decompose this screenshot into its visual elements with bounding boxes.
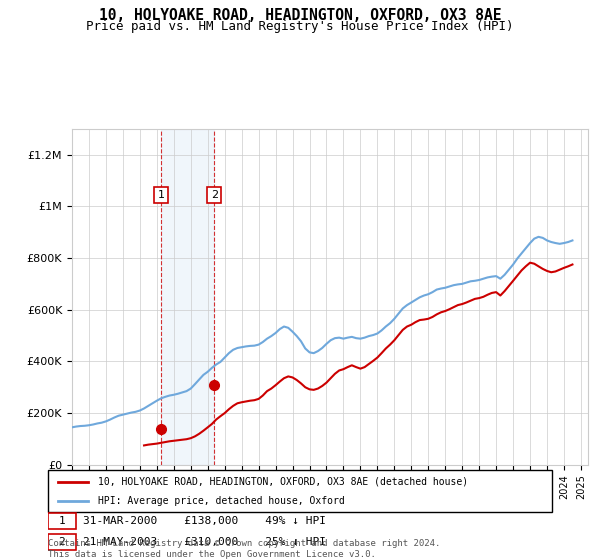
Text: 31-MAR-2000    £138,000    49% ↓ HPI: 31-MAR-2000 £138,000 49% ↓ HPI (83, 516, 326, 526)
Text: 2: 2 (58, 538, 65, 548)
Text: 21-MAY-2003    £310,000    25% ↓ HPI: 21-MAY-2003 £310,000 25% ↓ HPI (83, 538, 326, 548)
Text: 2: 2 (211, 190, 218, 200)
FancyBboxPatch shape (48, 470, 552, 512)
Text: 10, HOLYOAKE ROAD, HEADINGTON, OXFORD, OX3 8AE: 10, HOLYOAKE ROAD, HEADINGTON, OXFORD, O… (99, 8, 501, 24)
Text: HPI: Average price, detached house, Oxford: HPI: Average price, detached house, Oxfo… (98, 496, 345, 506)
Text: 1: 1 (157, 190, 164, 200)
FancyBboxPatch shape (48, 534, 76, 550)
Bar (161, 129, 214, 465)
Text: 10, HOLYOAKE ROAD, HEADINGTON, OXFORD, OX3 8AE (detached house): 10, HOLYOAKE ROAD, HEADINGTON, OXFORD, O… (98, 477, 469, 487)
FancyBboxPatch shape (48, 514, 76, 529)
Text: Price paid vs. HM Land Registry's House Price Index (HPI): Price paid vs. HM Land Registry's House … (86, 20, 514, 32)
Text: 1: 1 (58, 516, 65, 526)
Text: Contains HM Land Registry data © Crown copyright and database right 2024.
This d: Contains HM Land Registry data © Crown c… (48, 539, 440, 559)
